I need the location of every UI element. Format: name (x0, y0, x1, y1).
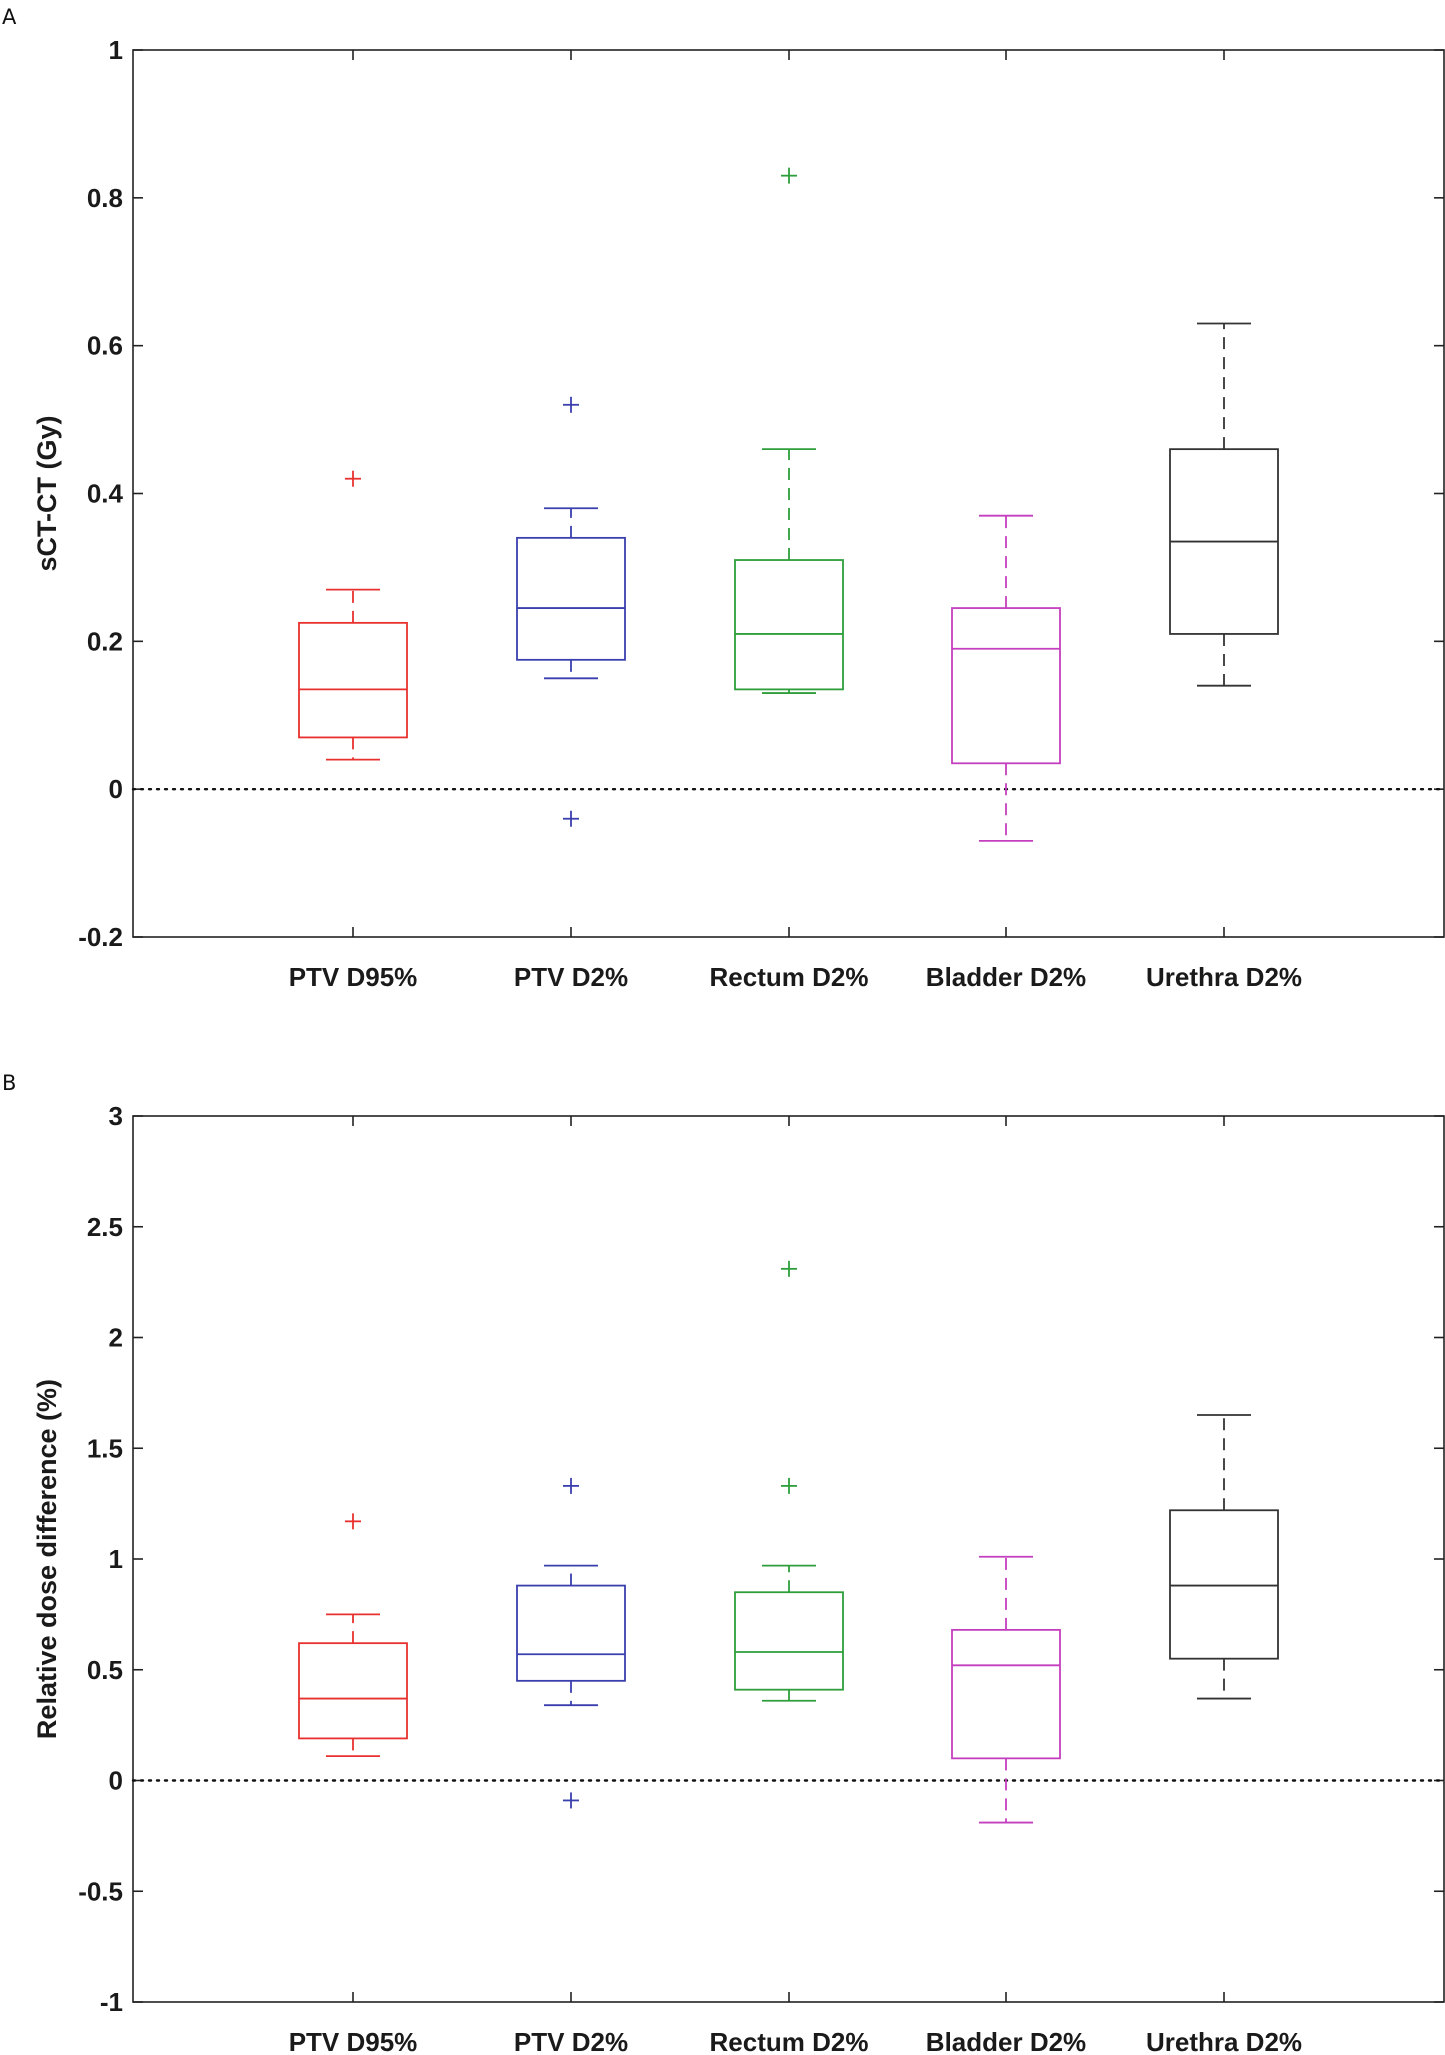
plot-frame (132, 1115, 1445, 2003)
y-tick-label: 2.5 (87, 1212, 123, 1242)
iqr-box (951, 1628, 1061, 1760)
box-ptv-d95- (298, 470, 408, 761)
y-tick-label: 0.6 (87, 331, 123, 361)
x-tick-label: PTV D2% (514, 962, 628, 992)
outlier-marker (563, 1792, 579, 1809)
outlier-marker (781, 167, 797, 184)
y-tick-label: 3 (109, 1101, 123, 1131)
x-tick-label: Bladder D2% (926, 962, 1086, 992)
box-bladder-d2- (951, 514, 1061, 842)
iqr-box (951, 607, 1061, 765)
y-tick-label: -1 (100, 1987, 123, 2017)
x-tick-label: PTV D95% (289, 962, 418, 992)
iqr-box (298, 621, 408, 739)
box-urethra-d2- (1169, 322, 1279, 687)
y-tick-label: 0.8 (87, 183, 123, 213)
x-tick-label: PTV D95% (289, 2027, 418, 2055)
y-tick-label: 0 (109, 1766, 123, 1796)
box-urethra-d2- (1169, 1414, 1279, 1700)
y-tick-label: -0.5 (78, 1876, 123, 1906)
chart-panel-b: B -1 -0.5 0 0.5 1 1.5 2 2.5 3 PTV D95% PTV D2% Rectu… (2, 1071, 1445, 2055)
chart-panel-a: A -0.2 0 0.2 0.4 0.6 0.8 1 PTV D95% PTV D2% Rectum… (2, 5, 1445, 992)
outlier-marker (563, 396, 579, 413)
y-tick-label: -0.2 (78, 922, 123, 952)
outlier-marker (563, 1477, 579, 1494)
outlier-marker (345, 470, 361, 487)
x-tick-label: PTV D2% (514, 2027, 628, 2055)
box-rectum-d2- (734, 167, 844, 694)
y-axis-label: Relative dose difference (%) (32, 1379, 62, 1739)
x-tick-label: Urethra D2% (1146, 962, 1302, 992)
y-axis-label: sCT-CT (Gy) (32, 415, 62, 571)
x-tick-label: Urethra D2% (1146, 2027, 1302, 2055)
box-bladder-d2- (951, 1555, 1061, 1824)
panel-label: B (2, 1071, 16, 1095)
box-ptv-d95- (298, 1513, 408, 1758)
y-tick-label: 0.5 (87, 1655, 123, 1685)
x-tick-label: Rectum D2% (710, 2027, 869, 2055)
x-tick-label: Bladder D2% (926, 2027, 1086, 2055)
outlier-marker (781, 1260, 797, 1277)
iqr-box (734, 559, 844, 691)
y-tick-label: 1 (109, 1544, 123, 1574)
panel-label: A (2, 5, 17, 29)
y-tick-label: 0 (109, 774, 123, 804)
box-ptv-d2- (516, 396, 626, 827)
outlier-marker (563, 810, 579, 827)
box-rectum-d2- (734, 1260, 844, 1702)
iqr-box (516, 536, 626, 661)
y-tick-label: 0.4 (87, 479, 124, 509)
iqr-box (298, 1642, 408, 1740)
y-tick-label: 1 (109, 35, 123, 65)
outlier-marker (781, 1477, 797, 1494)
iqr-box (734, 1591, 844, 1691)
y-tick-label: 2 (109, 1323, 123, 1353)
y-tick-label: 0.2 (87, 626, 123, 656)
y-tick-label: 1.5 (87, 1433, 123, 1463)
box-ptv-d2- (516, 1477, 626, 1809)
iqr-box (1169, 1509, 1279, 1660)
outlier-marker (345, 1513, 361, 1530)
iqr-box (516, 1584, 626, 1682)
x-tick-label: Rectum D2% (710, 962, 869, 992)
